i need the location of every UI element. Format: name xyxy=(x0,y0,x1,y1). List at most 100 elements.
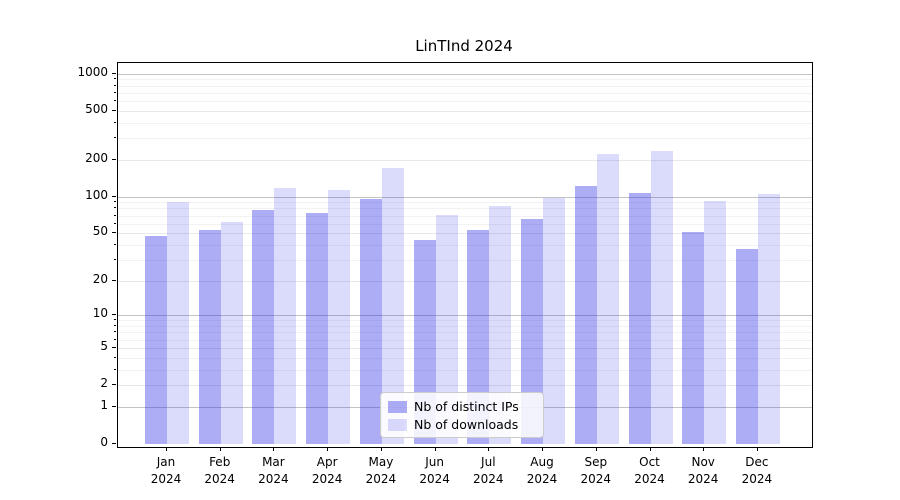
bar-distinct-ips-apr xyxy=(306,212,329,444)
gridline-100 xyxy=(118,196,812,198)
bar-distinct-ips-jul xyxy=(467,230,490,444)
y-tick-label-200: 200 xyxy=(85,150,108,165)
y-tick-2 xyxy=(112,383,116,385)
y-minor-tick-400 xyxy=(114,121,116,123)
y-minor-tick-4 xyxy=(114,356,116,358)
gridline-50 xyxy=(118,233,812,235)
y-tick-label-100: 100 xyxy=(85,187,108,202)
bar-downloads-mar xyxy=(274,188,297,444)
y-minor-tick-40 xyxy=(114,243,116,245)
y-minor-tick-30 xyxy=(114,258,116,260)
y-tick-label-2: 2 xyxy=(100,375,108,390)
bar-downloads-oct xyxy=(650,151,673,444)
legend: Nb of distinct IPs Nb of downloads xyxy=(380,392,544,438)
bar-distinct-ips-may xyxy=(359,199,382,444)
y-minor-tick-300 xyxy=(114,137,116,139)
gridline-700 xyxy=(118,92,812,94)
gridline-800 xyxy=(118,85,812,87)
bar-distinct-ips-jan xyxy=(145,236,167,444)
bar-distinct-ips-aug xyxy=(521,218,543,444)
y-minor-tick-90 xyxy=(114,201,116,203)
y-minor-tick-700 xyxy=(114,91,116,93)
legend-row-distinct-ips: Nb of distinct IPs xyxy=(388,398,535,415)
x-tick-label-sep: Sep 2024 xyxy=(580,455,612,486)
gridline-60 xyxy=(118,223,812,225)
gridline-500 xyxy=(118,110,812,112)
y-tick-100 xyxy=(112,195,116,197)
x-tick-label-jan: Jan 2024 xyxy=(150,455,182,486)
gridline-10 xyxy=(118,315,812,317)
x-tick-label-mar: Mar 2024 xyxy=(258,455,289,486)
x-tick-sep xyxy=(595,447,597,451)
x-tick-feb xyxy=(219,447,221,451)
gridline-70 xyxy=(118,215,812,217)
gridline-30 xyxy=(118,259,812,261)
bar-downloads-jan xyxy=(167,202,189,444)
gridline-8 xyxy=(118,326,812,328)
legend-label-distinct-ips: Nb of distinct IPs xyxy=(414,399,519,414)
legend-swatch-downloads xyxy=(388,418,407,431)
gridline-5 xyxy=(118,347,812,349)
chart-title: LinTInd 2024 xyxy=(415,37,513,55)
y-tick-1000 xyxy=(112,72,116,74)
x-tick-oct xyxy=(649,447,651,451)
y-tick-1 xyxy=(112,405,116,407)
y-minor-tick-80 xyxy=(114,207,116,209)
y-minor-tick-800 xyxy=(114,84,116,86)
x-tick-label-nov: Nov 2024 xyxy=(687,455,719,486)
bar-downloads-feb xyxy=(220,221,243,444)
gridline-90 xyxy=(118,202,812,204)
legend-label-downloads: Nb of downloads xyxy=(414,417,519,432)
gridline-2 xyxy=(118,384,812,386)
bar-downloads-jun xyxy=(435,214,458,444)
y-minor-tick-7 xyxy=(114,331,116,333)
x-tick-label-feb: Feb 2024 xyxy=(204,455,235,486)
y-minor-tick-8 xyxy=(114,325,116,327)
bar-distinct-ips-dec xyxy=(735,248,758,444)
y-tick-label-1: 1 xyxy=(100,397,108,412)
gridline-200 xyxy=(118,159,812,161)
y-tick-0 xyxy=(112,442,116,444)
bar-downloads-apr xyxy=(328,189,351,444)
y-tick-label-500: 500 xyxy=(85,101,108,116)
bar-downloads-nov xyxy=(704,200,727,444)
y-tick-200 xyxy=(112,158,116,160)
y-tick-label-1000: 1000 xyxy=(77,64,108,79)
y-tick-50 xyxy=(112,232,116,234)
plot-area: Nb of distinct IPs Nb of downloads xyxy=(117,62,813,448)
y-tick-10 xyxy=(112,314,116,316)
bar-downloads-jul xyxy=(489,205,512,444)
legend-row-downloads: Nb of downloads xyxy=(388,416,535,433)
gridline-6 xyxy=(118,339,812,341)
gridline-80 xyxy=(118,208,812,210)
bar-distinct-ips-oct xyxy=(628,192,651,444)
gridline-400 xyxy=(118,122,812,124)
x-tick-label-jul: Jul 2024 xyxy=(473,455,504,486)
y-minor-tick-900 xyxy=(114,78,116,80)
y-minor-tick-60 xyxy=(114,222,116,224)
gridline-300 xyxy=(118,138,812,140)
x-tick-apr xyxy=(327,447,329,451)
gridline-7 xyxy=(118,332,812,334)
y-tick-5 xyxy=(112,346,116,348)
x-tick-label-jun: Jun 2024 xyxy=(419,455,450,486)
y-minor-tick-600 xyxy=(114,100,116,102)
y-tick-label-10: 10 xyxy=(92,306,108,321)
y-minor-tick-6 xyxy=(114,338,116,340)
y-minor-tick-3 xyxy=(114,368,116,370)
gridline-600 xyxy=(118,101,812,103)
x-tick-dec xyxy=(756,447,758,451)
gridline-4 xyxy=(118,357,812,359)
y-tick-label-5: 5 xyxy=(100,338,108,353)
x-tick-jan xyxy=(166,447,167,451)
x-tick-label-may: May 2024 xyxy=(365,455,397,486)
y-tick-500 xyxy=(112,109,116,111)
gridline-1000 xyxy=(118,73,812,75)
bar-downloads-may xyxy=(381,168,404,444)
gridline-900 xyxy=(118,79,812,81)
bar-downloads-sep xyxy=(596,153,619,444)
x-tick-jul xyxy=(488,447,490,451)
x-tick-aug xyxy=(542,447,543,451)
y-tick-label-20: 20 xyxy=(92,271,108,286)
